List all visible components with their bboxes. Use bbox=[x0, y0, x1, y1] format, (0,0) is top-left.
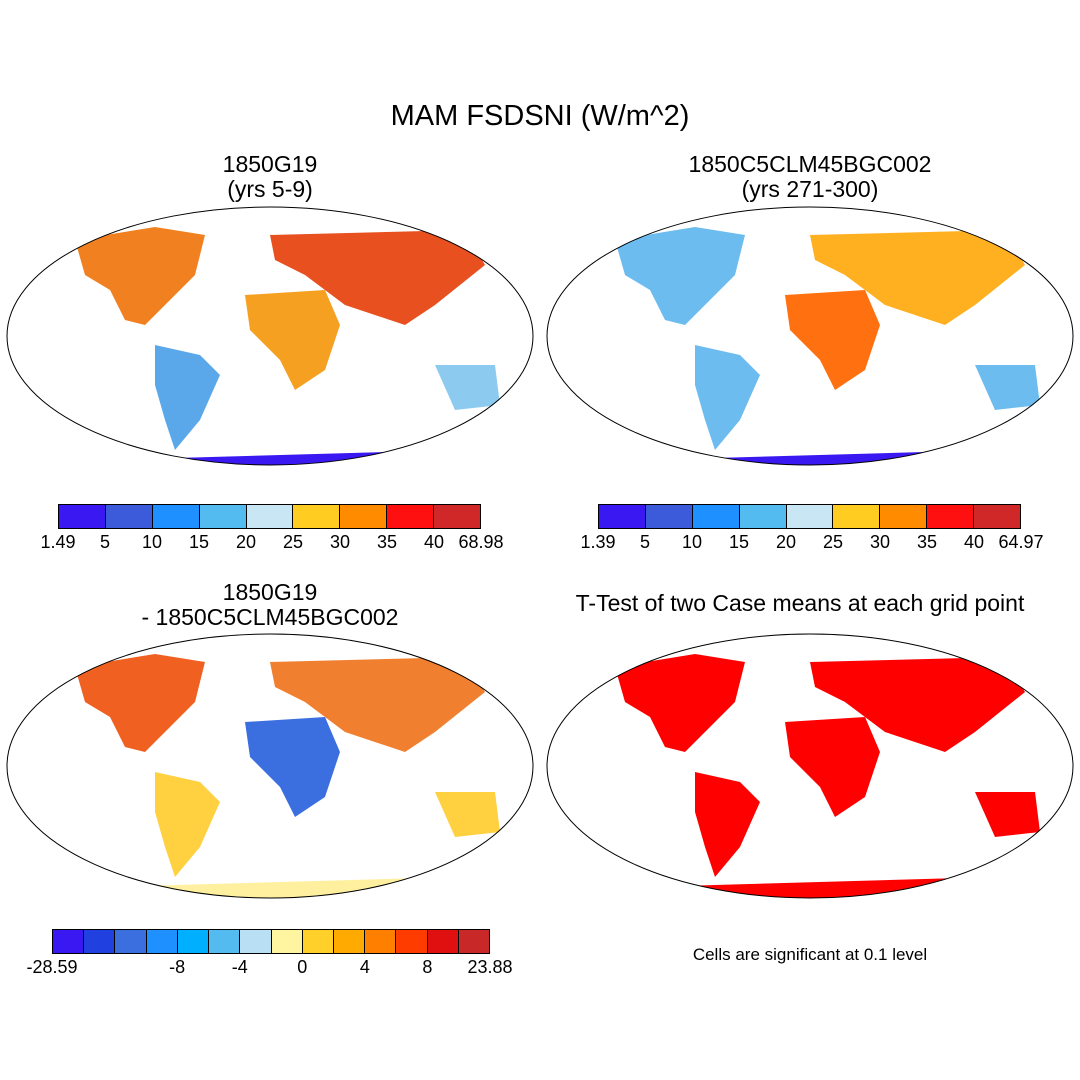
colorbar-tick-label: -4 bbox=[231, 957, 248, 977]
colorbar-tick-label: 10 bbox=[681, 532, 703, 552]
significance-note: Cells are significant at 0.1 level bbox=[692, 945, 928, 964]
colorbar-swatch bbox=[927, 505, 975, 528]
africa bbox=[245, 717, 340, 817]
colorbar-swatch bbox=[340, 505, 388, 528]
panel-title-bottom-left: 1850G19 - 1850C5CLM45BGC002 bbox=[40, 580, 500, 630]
colorbar-swatch bbox=[59, 505, 106, 528]
colorbar-swatch bbox=[365, 930, 397, 953]
eurasia bbox=[810, 657, 1025, 752]
colorbar-tick-label: 64.97 bbox=[998, 532, 1044, 552]
map-top-right bbox=[546, 206, 1074, 466]
south-america bbox=[155, 345, 220, 450]
colorbar-swatch bbox=[199, 505, 247, 528]
colorbar-tick-label: 35 bbox=[916, 532, 938, 552]
colorbar-tick-label: 68.98 bbox=[458, 532, 504, 552]
colorbar-top-right bbox=[598, 504, 1021, 529]
eurasia bbox=[810, 230, 1025, 325]
south-america bbox=[695, 345, 760, 450]
australia bbox=[975, 365, 1040, 410]
colorbar-tick-label: 20 bbox=[775, 532, 797, 552]
colorbar-tick-label: 25 bbox=[822, 532, 844, 552]
south-america bbox=[155, 772, 220, 877]
colorbar-swatch bbox=[246, 505, 294, 528]
colorbar-swatch bbox=[333, 930, 366, 953]
panel-title-bl-line1: 1850G19 bbox=[222, 579, 318, 605]
colorbar-swatch bbox=[302, 930, 334, 953]
colorbar-swatch bbox=[177, 930, 210, 953]
colorbar-swatch bbox=[692, 505, 740, 528]
colorbar-swatch bbox=[880, 505, 928, 528]
colorbar-swatch bbox=[974, 505, 1021, 528]
colorbar-swatch bbox=[115, 930, 147, 953]
colorbar-swatch bbox=[240, 930, 272, 953]
colorbar-swatch bbox=[833, 505, 881, 528]
panel-title-tl-line1: 1850G19 bbox=[222, 151, 318, 177]
colorbar-swatch bbox=[739, 505, 787, 528]
colorbar-swatch bbox=[645, 505, 693, 528]
colorbar-swatch bbox=[387, 505, 435, 528]
colorbar-tick-label: 25 bbox=[282, 532, 304, 552]
colorbar-swatch bbox=[293, 505, 341, 528]
eurasia bbox=[270, 657, 485, 752]
australia bbox=[435, 792, 500, 837]
colorbar-swatch bbox=[396, 930, 428, 953]
colorbar-tick-label: 35 bbox=[376, 532, 398, 552]
australia bbox=[975, 792, 1040, 837]
colorbar-swatch bbox=[458, 930, 490, 953]
main-title: MAM FSDSNI (W/m^2) bbox=[390, 100, 690, 132]
colorbar-swatch bbox=[271, 930, 303, 953]
colorbar-tick-label: 20 bbox=[235, 532, 257, 552]
colorbar-tick-label: 5 bbox=[639, 532, 651, 552]
north-america bbox=[75, 654, 205, 752]
colorbar-tick-label: 15 bbox=[188, 532, 210, 552]
panel-title-tl-line2: (yrs 5-9) bbox=[227, 176, 313, 202]
africa bbox=[785, 717, 880, 817]
panel-title-tr-line1: 1850C5CLM45BGC002 bbox=[688, 151, 932, 177]
panel-title-bl-line2: - 1850C5CLM45BGC002 bbox=[141, 604, 399, 630]
colorbar-tick-label: -28.59 bbox=[26, 957, 78, 977]
colorbar-tick-label: 8 bbox=[422, 957, 433, 977]
colorbar-tick-label: 0 bbox=[297, 957, 308, 977]
colorbar-tick-label: 40 bbox=[963, 532, 985, 552]
colorbar-tick-label: 30 bbox=[329, 532, 351, 552]
colorbar-swatch bbox=[146, 930, 178, 953]
colorbar-swatch bbox=[84, 930, 116, 953]
eurasia bbox=[270, 230, 485, 325]
colorbar-swatch bbox=[427, 930, 459, 953]
north-america bbox=[75, 227, 205, 325]
panel-title-tr-line2: (yrs 271-300) bbox=[741, 176, 879, 202]
colorbar-tick-label: 4 bbox=[359, 957, 370, 977]
south-america bbox=[695, 772, 760, 877]
panel-title-br-line1: T-Test of two Case means at each grid po… bbox=[575, 590, 1025, 616]
africa bbox=[785, 290, 880, 390]
colorbar-swatch bbox=[152, 505, 200, 528]
australia bbox=[435, 365, 500, 410]
colorbar-swatch bbox=[786, 505, 834, 528]
colorbar-swatch bbox=[209, 930, 241, 953]
colorbar-tick-label: 10 bbox=[141, 532, 163, 552]
map-bottom-left bbox=[6, 633, 534, 899]
map-bottom-right bbox=[546, 633, 1074, 899]
colorbar-bottom-left bbox=[52, 929, 490, 954]
colorbar-swatch bbox=[599, 505, 646, 528]
colorbar-tick-label: 30 bbox=[869, 532, 891, 552]
panel-title-top-right: 1850C5CLM45BGC002 (yrs 271-300) bbox=[580, 152, 1040, 202]
colorbar-tick-label: 1.49 bbox=[40, 532, 76, 552]
panel-title-top-left: 1850G19 (yrs 5-9) bbox=[40, 152, 500, 202]
map-top-left bbox=[6, 206, 534, 466]
africa bbox=[245, 290, 340, 390]
colorbar-swatch bbox=[105, 505, 153, 528]
north-america bbox=[615, 227, 745, 325]
colorbar-tick-label: -8 bbox=[169, 957, 186, 977]
colorbar-swatch bbox=[434, 505, 481, 528]
colorbar-swatch bbox=[53, 930, 85, 953]
colorbar-tick-label: 23.88 bbox=[467, 957, 513, 977]
colorbar-tick-label: 40 bbox=[423, 532, 445, 552]
colorbar-tick-label: 15 bbox=[728, 532, 750, 552]
panel-title-bottom-right: T-Test of two Case means at each grid po… bbox=[545, 591, 1055, 616]
colorbar-top-left bbox=[58, 504, 481, 529]
north-america bbox=[615, 654, 745, 752]
colorbar-tick-label: 1.39 bbox=[580, 532, 616, 552]
colorbar-tick-label: 5 bbox=[99, 532, 111, 552]
